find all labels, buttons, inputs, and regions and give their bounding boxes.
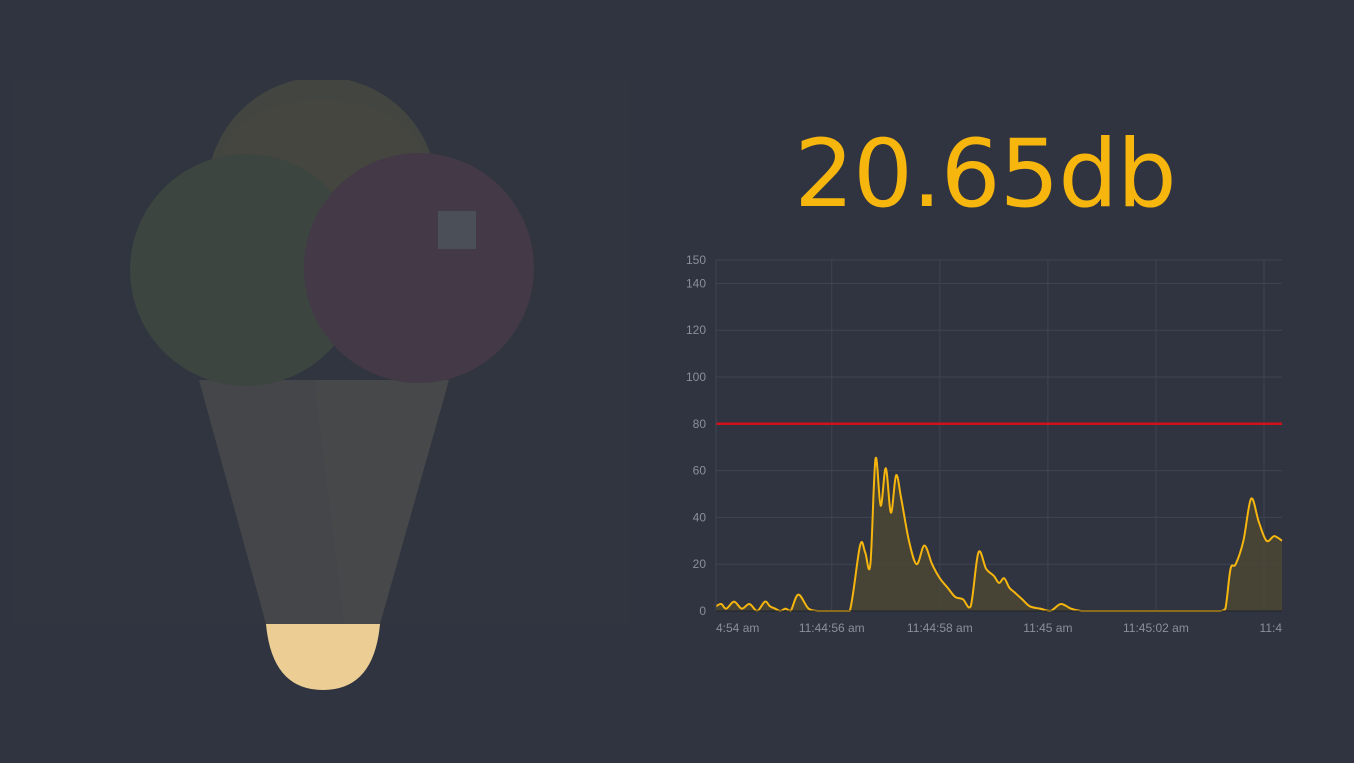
ice-cream-icon	[130, 80, 534, 690]
y-tick-label: 120	[686, 323, 706, 337]
y-tick-label: 0	[699, 604, 706, 618]
y-tick-label: 20	[693, 557, 707, 571]
chart-grid	[715, 259, 1282, 612]
y-tick-label: 150	[686, 253, 706, 267]
x-tick-label: 4:54 am	[716, 621, 759, 635]
x-tick-label: 11:44:56 am	[799, 621, 865, 635]
x-tick-label: 11:45:02 am	[1123, 621, 1189, 635]
chart-axes: 0 20 40 60 80 100 120 140 150 4:54 am 11:44:56 am 1…	[686, 253, 1282, 635]
y-tick-label: 140	[686, 276, 706, 290]
ice-cream-panel	[14, 80, 630, 690]
y-tick-label: 80	[693, 417, 707, 431]
scoop-right	[304, 153, 534, 383]
cone-tip	[266, 624, 380, 690]
sound-level-chart: 0 20 40 60 80 100 120 140 150 4:54 am 11:44:56 am 1…	[686, 253, 1283, 635]
y-tick-label: 40	[693, 510, 707, 524]
cone-shade	[314, 380, 449, 624]
x-tick-label: 11:45 am	[1023, 621, 1072, 635]
series-area	[716, 457, 1282, 611]
scoop-left	[130, 154, 362, 386]
x-tick-label: 11:44:58 am	[907, 621, 973, 635]
y-tick-label: 60	[693, 464, 707, 478]
chart-series	[715, 456, 1283, 613]
square-marker	[438, 211, 476, 249]
sound-level-readout: 20.65db	[794, 120, 1176, 229]
y-tick-label: 100	[686, 370, 706, 384]
x-tick-label: 11:4	[1260, 621, 1283, 635]
